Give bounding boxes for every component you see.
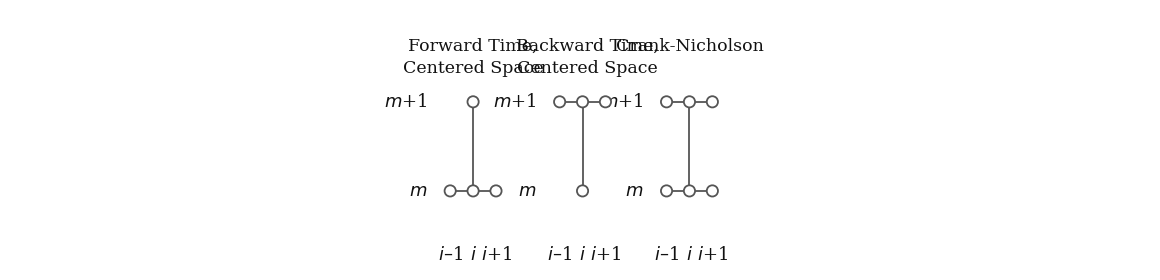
Circle shape (600, 96, 611, 108)
Text: $i$–1: $i$–1 (437, 246, 463, 263)
Text: $m$+1: $m$+1 (600, 93, 644, 111)
Circle shape (577, 185, 588, 197)
Text: Forward Time,
Centered Space: Forward Time, Centered Space (403, 38, 544, 77)
Circle shape (467, 96, 479, 108)
Text: $i$: $i$ (470, 246, 477, 263)
Circle shape (661, 185, 672, 197)
Text: $m$: $m$ (519, 182, 537, 200)
Text: $i$: $i$ (686, 246, 693, 263)
Text: $m$+1: $m$+1 (384, 93, 427, 111)
Circle shape (554, 96, 565, 108)
Circle shape (684, 96, 695, 108)
Text: $i$: $i$ (579, 246, 586, 263)
Text: $i$–1: $i$–1 (548, 246, 572, 263)
Text: $m$: $m$ (409, 182, 427, 200)
Circle shape (661, 96, 672, 108)
Circle shape (444, 185, 456, 197)
Text: $m$+1: $m$+1 (493, 93, 537, 111)
Text: Backward Time,
Centered Space: Backward Time, Centered Space (516, 38, 659, 77)
Text: $i$–1: $i$–1 (654, 246, 679, 263)
Circle shape (491, 185, 501, 197)
Circle shape (467, 185, 479, 197)
Text: $i$+1: $i$+1 (480, 246, 512, 263)
Text: $m$: $m$ (625, 182, 644, 200)
Text: $i$+1: $i$+1 (590, 246, 621, 263)
Text: Crank-Nicholson: Crank-Nicholson (616, 38, 763, 55)
Circle shape (706, 185, 718, 197)
Circle shape (706, 96, 718, 108)
Text: $i$+1: $i$+1 (697, 246, 727, 263)
Circle shape (684, 185, 695, 197)
Circle shape (577, 96, 588, 108)
